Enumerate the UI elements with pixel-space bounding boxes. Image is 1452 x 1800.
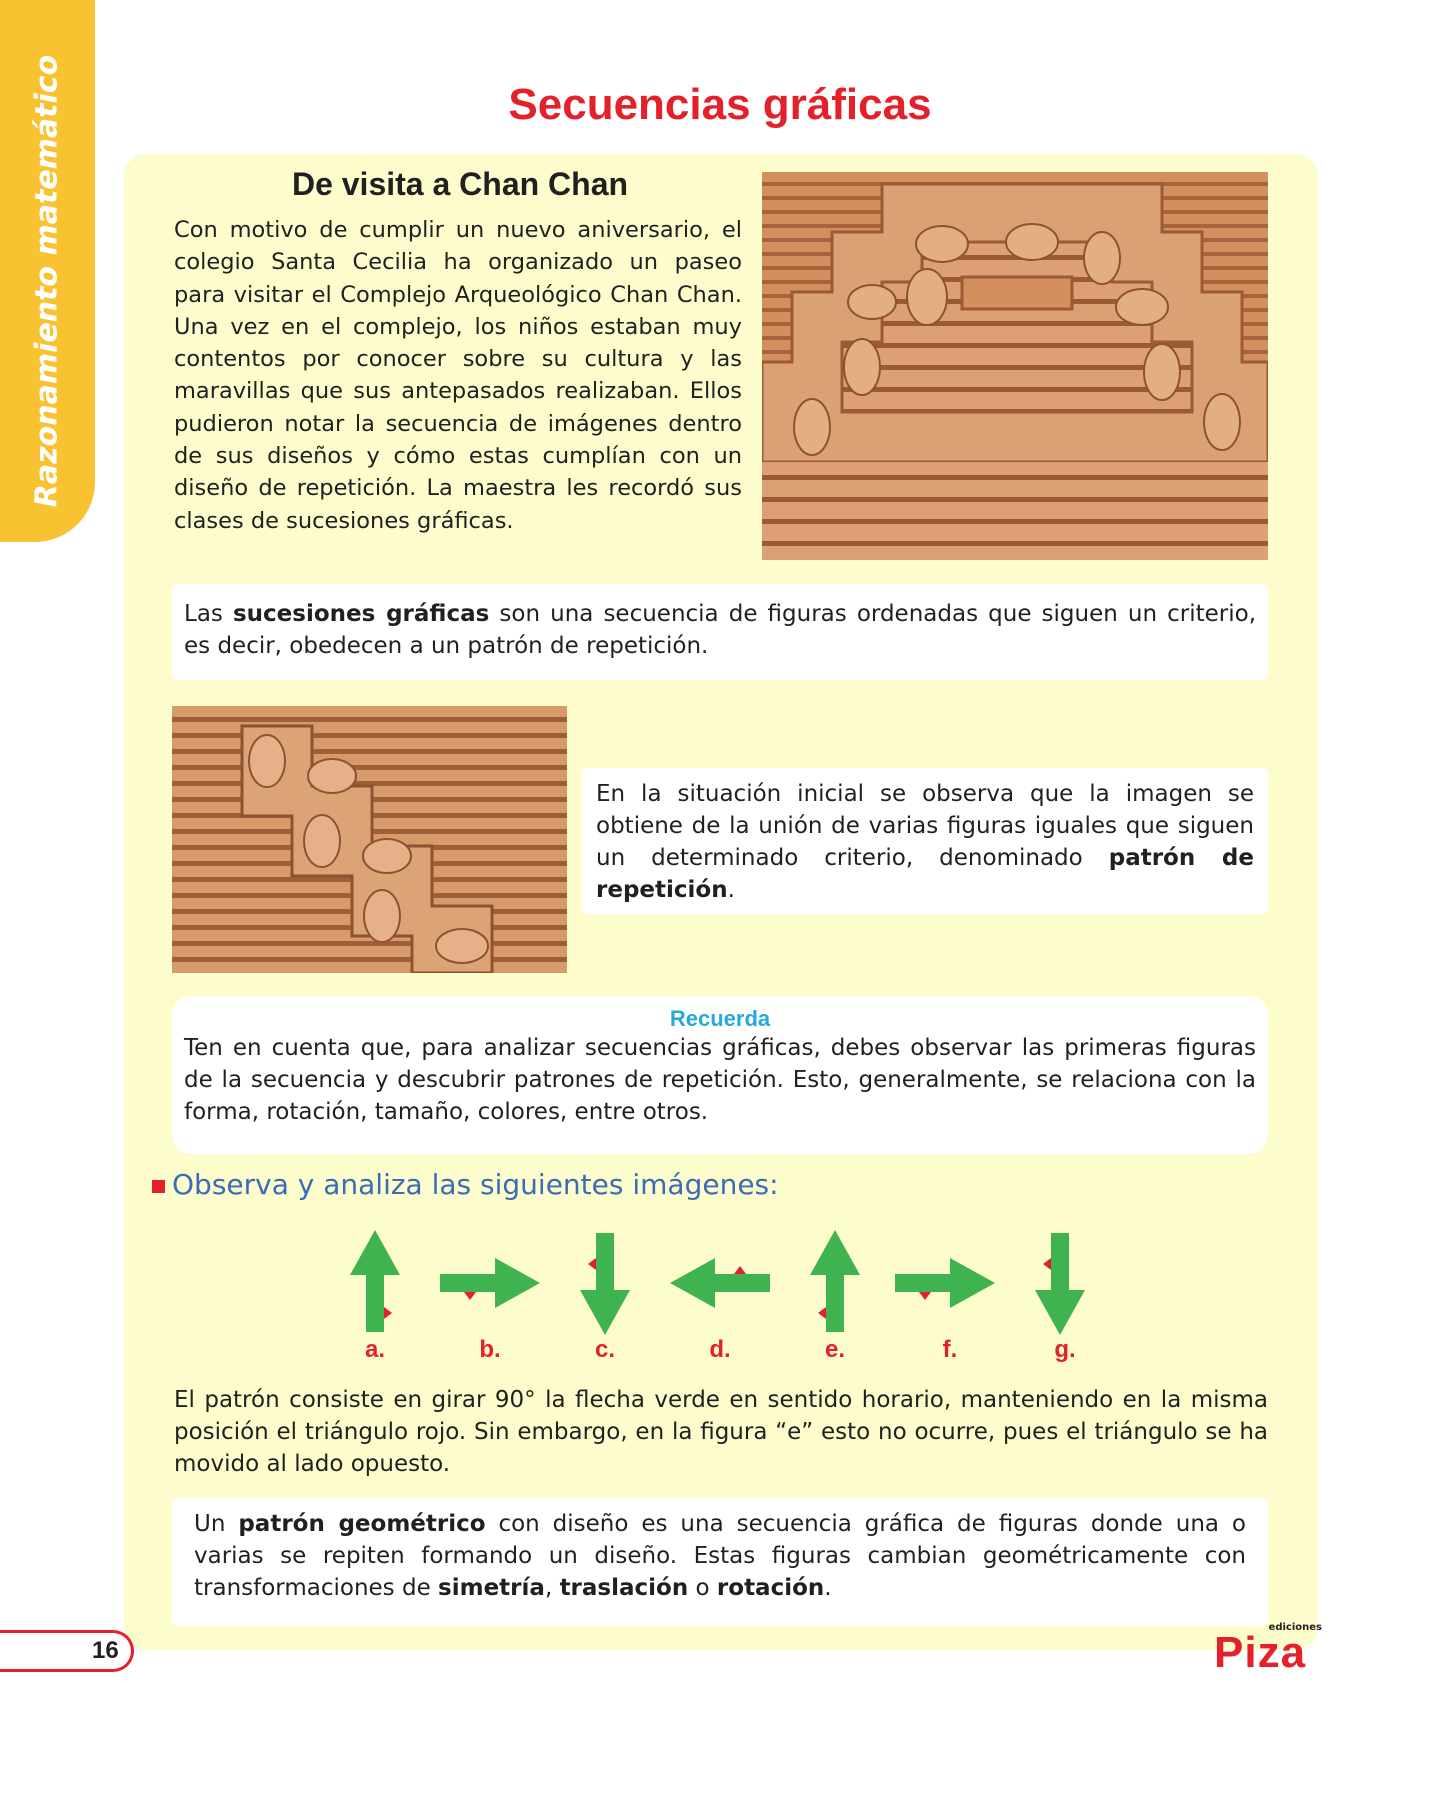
recuerda-text: Ten en cuenta que, para analizar secuenc… — [184, 1035, 1256, 1125]
arrow-f-shape — [895, 1258, 995, 1308]
page-number: 16 — [92, 1637, 119, 1664]
geo-p1: Un — [194, 1511, 239, 1537]
side-tab — [0, 0, 95, 542]
definition-box: Las sucesiones gráficas son una secuenci… — [172, 584, 1268, 680]
observation-text: En la situación inicial se observa que l… — [596, 778, 1254, 906]
arrow-sequence — [350, 1230, 1085, 1335]
arrow-d-marker — [734, 1266, 746, 1274]
geo-term-pattern: patrón geométrico — [238, 1511, 486, 1537]
label-e: e. — [824, 1336, 845, 1363]
relief-detail-photo — [172, 706, 567, 973]
arrow-g-marker — [1043, 1258, 1051, 1270]
label-b: b. — [479, 1336, 501, 1363]
arrow-g — [1035, 1233, 1085, 1335]
page-title: Secuencias gráficas — [508, 80, 932, 129]
chan-chan-frieze-photo — [762, 172, 1268, 560]
arrow-d — [670, 1258, 770, 1308]
frieze-illustration — [762, 172, 1268, 560]
arrow-b-shape — [440, 1258, 540, 1308]
observation-body: En la situación inicial se observa que l… — [596, 781, 1254, 871]
arrow-d-shape — [670, 1258, 770, 1308]
geometric-pattern-text: Un patrón geométrico con diseño es una s… — [194, 1508, 1246, 1604]
label-a: a. — [364, 1336, 385, 1363]
geo-term-translation: traslación — [559, 1575, 689, 1601]
publisher-logo: ediciones Piza — [1214, 1622, 1324, 1682]
arrow-b — [440, 1258, 540, 1308]
explanation-text: El patrón consiste en girar 90° la flech… — [174, 1387, 1268, 1477]
definition-prefix: Las — [184, 601, 233, 627]
label-d: d. — [709, 1336, 731, 1363]
arrow-e-marker — [818, 1307, 826, 1319]
arrow-f-marker — [919, 1292, 931, 1300]
instruction-text: Observa y analiza las siguientes imágene… — [172, 1168, 779, 1201]
logo-text: Piza — [1214, 1628, 1307, 1677]
page-number-tab — [0, 1630, 134, 1672]
geometric-pattern-box: Un patrón geométrico con diseño es una s… — [172, 1498, 1268, 1626]
recuerda-title: Recuerda — [669, 1006, 771, 1031]
arrow-a-shape — [350, 1230, 400, 1332]
definition-rest: son una secuencia de figuras ordenadas q… — [184, 601, 1257, 659]
arrow-f — [895, 1258, 995, 1308]
section-heading: De visita a Chan Chan — [291, 166, 629, 202]
arrow-e-shape — [810, 1230, 860, 1332]
arrow-c-shape — [580, 1233, 630, 1335]
arrow-c — [580, 1233, 630, 1335]
arrow-e — [810, 1230, 860, 1332]
label-f: f. — [942, 1336, 958, 1363]
arrow-a-marker — [384, 1307, 392, 1319]
arrow-g-shape — [1035, 1233, 1085, 1335]
relief-illustration — [172, 706, 567, 973]
label-c: c. — [594, 1336, 615, 1363]
label-g: g. — [1054, 1336, 1076, 1363]
geo-p5: . — [824, 1575, 832, 1601]
logo-small-text: ediciones — [1268, 1622, 1322, 1633]
observation-term: patrón de repetición — [596, 845, 1254, 903]
geo-term-symmetry: simetría — [438, 1575, 545, 1601]
observation-end: . — [727, 877, 735, 903]
arrow-b-marker — [464, 1292, 476, 1300]
geo-p4: o — [688, 1575, 717, 1601]
observation-box: En la situación inicial se observa que l… — [582, 768, 1268, 914]
bullet-square — [152, 1180, 165, 1193]
geo-p3: , — [544, 1575, 560, 1601]
definition-term: sucesiones gráficas — [232, 601, 490, 627]
arrow-c-marker — [588, 1258, 596, 1270]
geo-term-rotation: rotación — [716, 1575, 825, 1601]
subject-label: Razonamiento matemático — [29, 54, 65, 508]
definition-text: Las sucesiones gráficas son una secuenci… — [184, 598, 1256, 662]
intro-paragraph: Con motivo de cumplir un nuevo aniversar… — [174, 217, 742, 534]
recuerda-box: Recuerda Ten en cuenta que, para analiza… — [172, 996, 1268, 1154]
arrow-a — [350, 1230, 400, 1332]
geo-p2: con diseño es una secuencia gráfica de f… — [194, 1511, 1246, 1601]
